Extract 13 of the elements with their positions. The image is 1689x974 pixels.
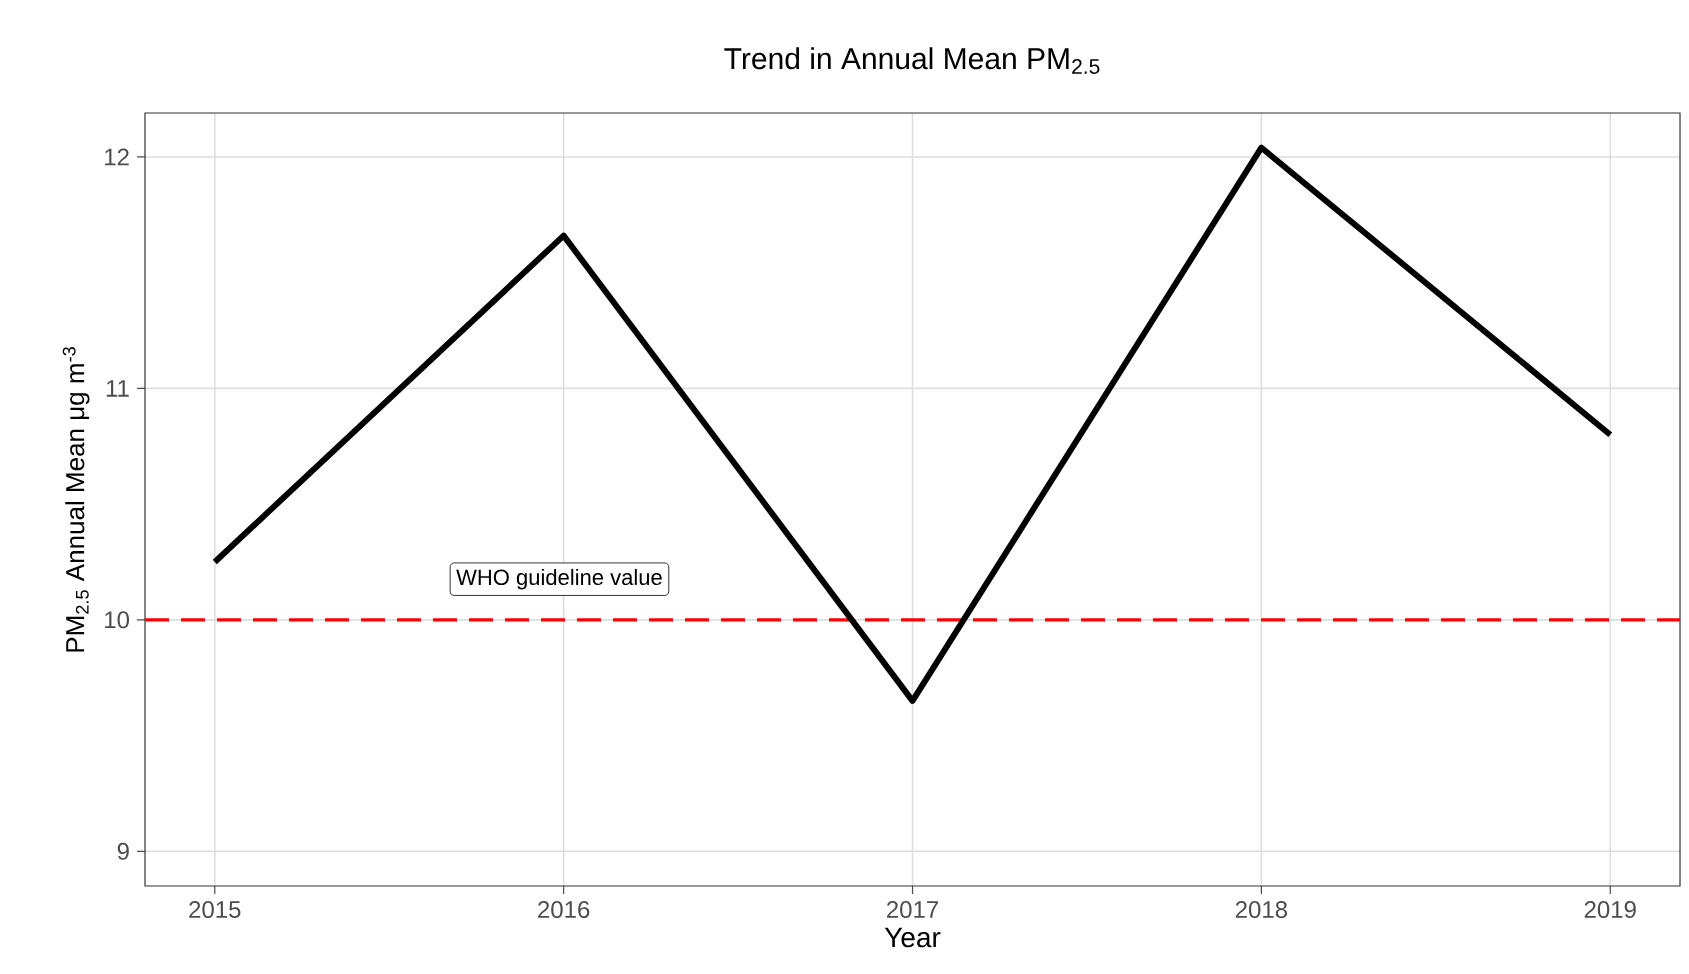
- y-tick-label: 9: [117, 842, 129, 860]
- x-tick-label: 2015: [189, 901, 241, 919]
- x-tick-label: 2019: [1584, 901, 1636, 919]
- x-tick-label: 2018: [1235, 901, 1288, 919]
- x-axis-title: Year: [884, 927, 941, 948]
- chart-title: Trend in Annual Mean PM$_{2.5}$: [724, 47, 1100, 74]
- y-axis-title: PM$_{2.5}$ Annual Mean μg m$^{-3}$: [62, 347, 90, 652]
- ref-line-label: WHO guideline value: [456, 568, 662, 590]
- x-tick-label: 2016: [538, 901, 590, 919]
- y-tick-label: 11: [106, 380, 129, 397]
- y-tick-label: 10: [105, 611, 130, 629]
- y-tick-label: 12: [105, 148, 129, 166]
- x-tick-label: 2017: [887, 901, 938, 919]
